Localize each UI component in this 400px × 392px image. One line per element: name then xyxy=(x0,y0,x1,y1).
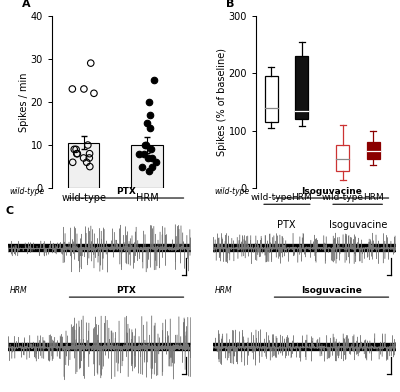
Point xyxy=(74,151,80,157)
Text: PTX: PTX xyxy=(116,287,136,296)
Point xyxy=(141,151,147,157)
Text: Isoguvacine: Isoguvacine xyxy=(329,220,387,230)
Point xyxy=(70,159,76,165)
Point xyxy=(71,146,78,152)
Point xyxy=(145,155,151,161)
Bar xyxy=(336,145,349,171)
Point xyxy=(148,146,154,152)
Point xyxy=(85,142,91,148)
Point xyxy=(88,60,94,66)
Bar xyxy=(68,143,100,188)
Point xyxy=(136,151,142,157)
Text: HRM: HRM xyxy=(215,287,232,296)
Y-axis label: Spikes (% of baseline): Spikes (% of baseline) xyxy=(217,48,227,156)
Point xyxy=(80,155,87,161)
Point xyxy=(148,155,155,161)
Text: Isoguvacine: Isoguvacine xyxy=(301,187,362,196)
Text: wild-type: wild-type xyxy=(215,187,250,196)
Point xyxy=(151,77,157,83)
Point xyxy=(142,142,148,148)
Bar xyxy=(265,76,278,122)
Point xyxy=(153,159,160,165)
Point xyxy=(81,86,87,92)
Point xyxy=(91,90,97,96)
Text: HRM: HRM xyxy=(10,287,28,296)
Point xyxy=(69,86,76,92)
Text: Isoguvacine: Isoguvacine xyxy=(301,287,362,296)
Bar xyxy=(131,145,163,188)
Text: PTX: PTX xyxy=(116,187,136,196)
Point xyxy=(142,142,149,148)
Point xyxy=(139,163,145,170)
Point xyxy=(149,163,155,170)
Text: PTX: PTX xyxy=(277,220,296,230)
Point xyxy=(86,151,93,157)
Point xyxy=(144,120,150,127)
Text: A: A xyxy=(22,0,31,9)
Point xyxy=(146,99,152,105)
Point xyxy=(146,125,153,131)
Point xyxy=(87,163,93,170)
Text: wild-type: wild-type xyxy=(10,187,45,196)
Point xyxy=(86,155,92,161)
Point xyxy=(74,151,80,157)
Point xyxy=(73,146,79,152)
Y-axis label: Spikes / min: Spikes / min xyxy=(19,72,29,132)
Text: B: B xyxy=(226,0,234,9)
Point xyxy=(147,112,154,118)
Point xyxy=(84,159,90,165)
Bar xyxy=(296,56,308,119)
Text: C: C xyxy=(6,206,14,216)
Bar xyxy=(367,142,380,160)
Point xyxy=(146,168,153,174)
